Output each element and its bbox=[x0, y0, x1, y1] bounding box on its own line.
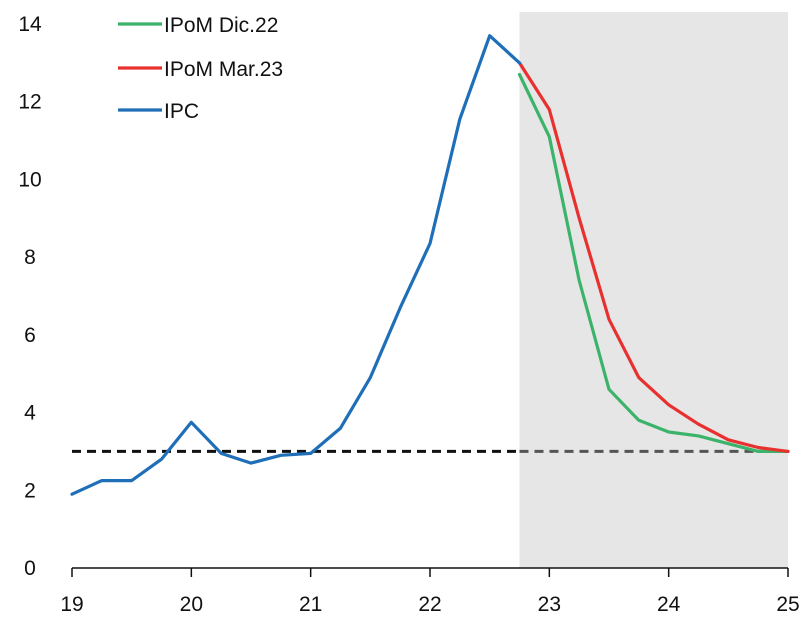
y-tick-label: 4 bbox=[24, 402, 36, 425]
y-tick-label: 6 bbox=[24, 324, 36, 347]
y-tick-label: 2 bbox=[24, 479, 36, 502]
series-line-ipom-dic-22 bbox=[517, 72, 790, 453]
legend-label: IPoM Dic.22 bbox=[164, 14, 278, 37]
y-tick-label: 12 bbox=[18, 91, 41, 114]
forecast-shaded-region bbox=[519, 12, 788, 568]
series-layer bbox=[70, 34, 790, 496]
x-tick-label: 24 bbox=[657, 593, 681, 616]
x-tick-label: 20 bbox=[180, 593, 203, 616]
x-tick-label: 23 bbox=[538, 593, 561, 616]
y-tick-label: 0 bbox=[24, 557, 36, 580]
series-line-ipom-mar-23 bbox=[517, 61, 790, 453]
x-tick-label: 19 bbox=[60, 593, 83, 616]
y-tick-label: 8 bbox=[24, 246, 36, 269]
x-tick-label: 22 bbox=[418, 593, 441, 616]
y-tick-label: 10 bbox=[18, 168, 41, 191]
y-tick-label: 14 bbox=[18, 13, 42, 36]
x-tick-label: 21 bbox=[299, 593, 322, 616]
x-tick-label: 25 bbox=[776, 593, 799, 616]
legend: IPoM Dic.22 IPoM Mar.23 IPC bbox=[118, 14, 283, 123]
series-line-ipc bbox=[70, 34, 522, 496]
legend-label: IPC bbox=[164, 100, 199, 123]
legend-label: IPoM Mar.23 bbox=[164, 58, 283, 81]
